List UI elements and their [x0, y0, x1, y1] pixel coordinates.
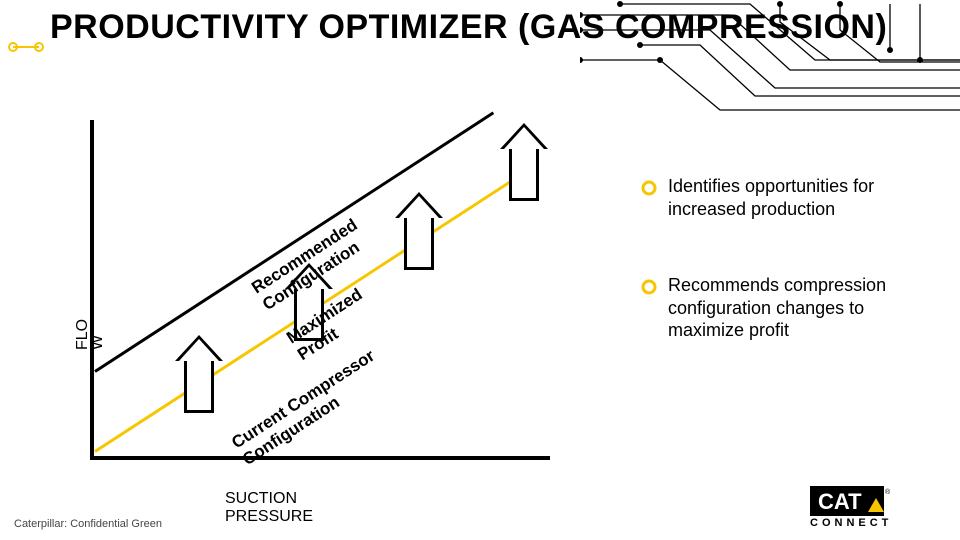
- bullet-text: Recommends compression configuration cha…: [668, 274, 940, 342]
- up-arrow-1: [175, 335, 223, 413]
- bullet-marker-icon: [640, 179, 658, 197]
- chart-area: RecommendedConfigurationMaximizedProfitC…: [50, 120, 590, 490]
- y-axis: [90, 120, 94, 460]
- x-axis: [90, 456, 550, 460]
- chart-content: RecommendedConfigurationMaximizedProfitC…: [95, 140, 535, 440]
- title-text: PRODUCTIVITY OPTIMIZER (GAS COMPRESSION): [50, 8, 887, 46]
- slide-title: PRODUCTIVITY OPTIMIZER (GAS COMPRESSION): [50, 8, 887, 47]
- bullet-marker-icon: [640, 278, 658, 296]
- svg-text:®: ®: [885, 488, 891, 496]
- chart-label-3: Current CompressorConfiguration: [228, 346, 389, 470]
- footer-confidential: Caterpillar: Confidential Green: [14, 518, 162, 530]
- up-arrow-3: [395, 192, 443, 270]
- up-arrow-4: [500, 123, 548, 201]
- svg-text:CONNECT: CONNECT: [810, 517, 892, 528]
- x-axis-label: SUCTIONPRESSURE: [225, 490, 313, 525]
- svg-text:CAT: CAT: [818, 489, 862, 514]
- bullet-item-2: Recommends compression configuration cha…: [640, 274, 940, 342]
- bullet-list: Identifies opportunities for increased p…: [640, 175, 940, 396]
- slide: { "title": { "text": "PRODUCTIVITY OPTIM…: [0, 0, 960, 540]
- bullet-text: Identifies opportunities for increased p…: [668, 175, 940, 220]
- cat-connect-logo: CAT CONNECT ®: [810, 486, 940, 528]
- bullet-item-1: Identifies opportunities for increased p…: [640, 175, 940, 220]
- y-axis-label: FLOW: [75, 319, 105, 350]
- title-accent-icon: [8, 42, 44, 52]
